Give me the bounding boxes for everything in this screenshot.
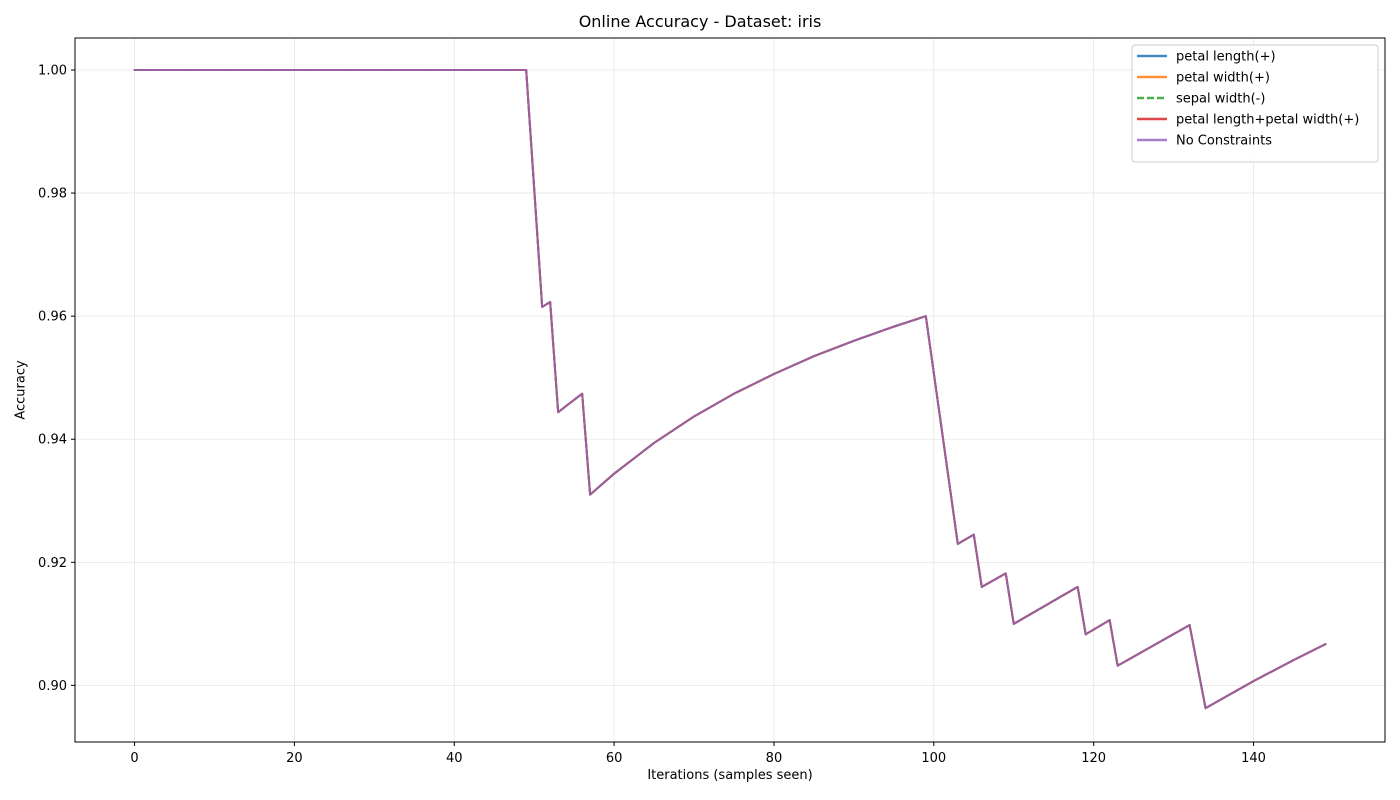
x-tick-label: 100 <box>921 751 946 766</box>
y-tick-label: 0.90 <box>38 679 67 694</box>
x-tick-label: 140 <box>1241 751 1266 766</box>
x-axis-label: Iterations (samples seen) <box>647 768 813 783</box>
chart-title: Online Accuracy - Dataset: iris <box>578 12 822 31</box>
legend-label: petal length+petal width(+) <box>1176 113 1359 128</box>
legend-label: No Constraints <box>1176 134 1272 149</box>
y-tick-label: 1.00 <box>38 64 67 79</box>
series-line-4 <box>133 69 1327 710</box>
x-tick-label: 120 <box>1081 751 1106 766</box>
legend-box <box>1131 44 1379 163</box>
legend: petal length(+) petal width(+) sepal width… <box>1131 44 1379 163</box>
y-tick-label: 0.98 <box>38 187 67 202</box>
y-axis-label: Accuracy <box>13 360 29 420</box>
y-tick-label: 0.94 <box>38 433 67 448</box>
x-tick-label: 40 <box>446 751 463 766</box>
x-tick-label: 60 <box>606 751 623 766</box>
series-lines <box>133 69 1327 710</box>
x-tick-label: 80 <box>766 751 783 766</box>
y-tick-label: 0.96 <box>38 310 67 325</box>
x-tick-label: 0 <box>130 751 138 766</box>
series-line-5 <box>133 69 1327 710</box>
legend-label: petal length(+) <box>1176 50 1276 65</box>
plot-frame <box>74 37 1386 743</box>
y-tick-label: 0.92 <box>38 556 67 571</box>
y-axis-ticks: 0.90 0.92 0.94 0.96 0.98 1.00 <box>38 64 75 694</box>
legend-label: petal width(+) <box>1176 71 1270 86</box>
series-line-2 <box>133 69 1327 710</box>
series-line-1 <box>133 69 1327 710</box>
legend-label: sepal width(-) <box>1176 92 1265 107</box>
x-tick-label: 20 <box>286 751 303 766</box>
series-line-3 <box>133 69 1327 710</box>
x-axis-ticks: 0 20 40 60 80 100 120 140 <box>130 742 1266 766</box>
